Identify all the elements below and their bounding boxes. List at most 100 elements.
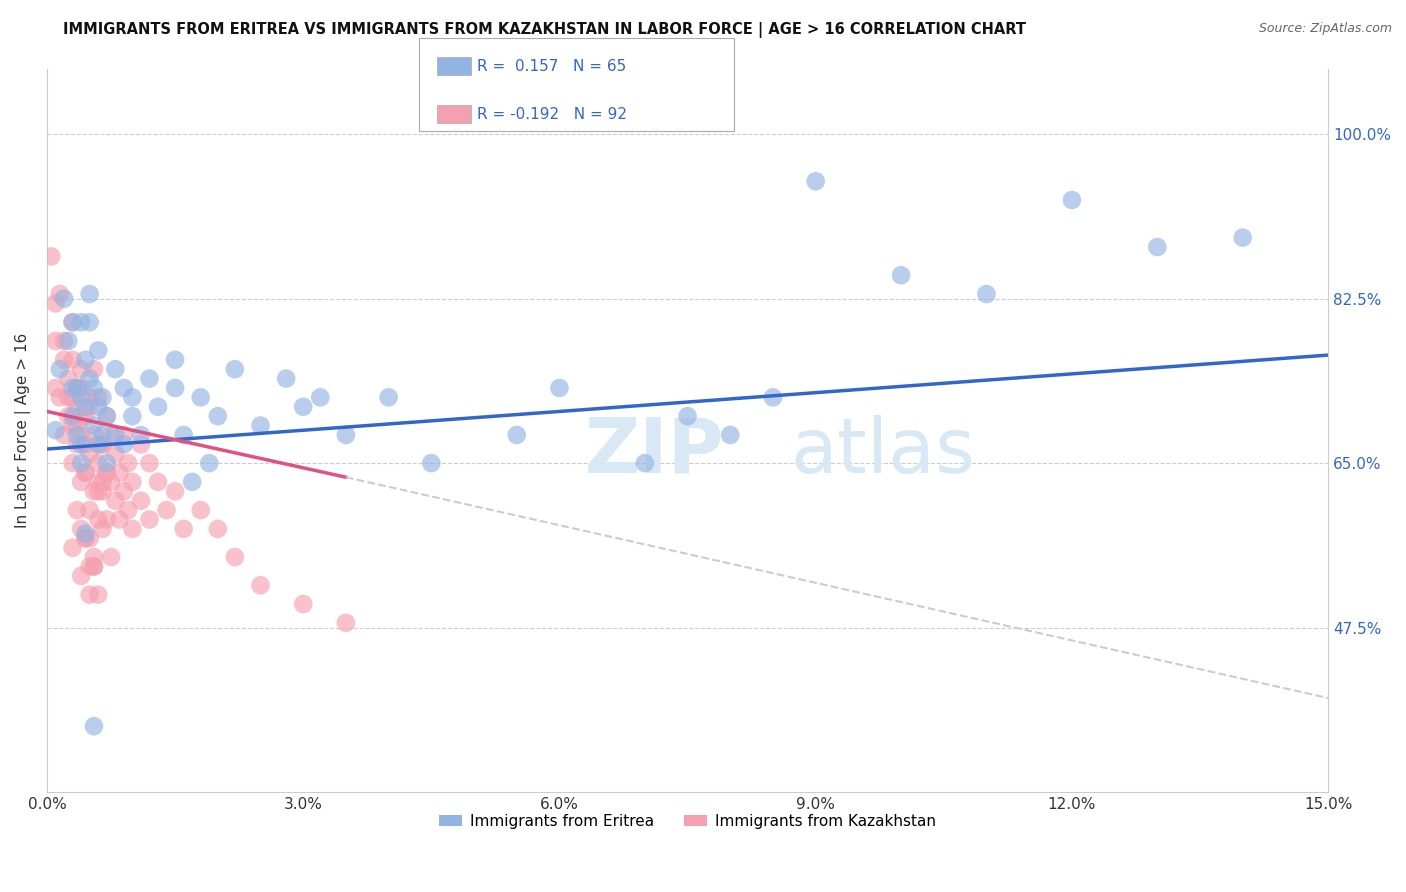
Point — [62, 409, 84, 424]
Point — [75, 531, 97, 545]
Point — [309, 390, 332, 404]
Point — [79, 315, 101, 329]
Point — [79, 371, 101, 385]
Point — [75, 466, 97, 480]
Point — [83, 559, 105, 574]
Point — [506, 428, 529, 442]
Point — [190, 390, 212, 404]
Point — [676, 409, 699, 424]
Point — [292, 400, 315, 414]
Point — [1232, 230, 1254, 244]
Point — [335, 615, 357, 630]
Text: atlas: atlas — [790, 415, 974, 489]
Point — [79, 390, 101, 404]
Point — [165, 381, 187, 395]
Point — [75, 437, 97, 451]
Point — [91, 484, 114, 499]
Point — [100, 475, 122, 489]
Point — [75, 409, 97, 424]
Legend: Immigrants from Eritrea, Immigrants from Kazakhstan: Immigrants from Eritrea, Immigrants from… — [433, 808, 942, 835]
Point — [70, 437, 93, 451]
Point — [112, 428, 135, 442]
Point — [146, 400, 169, 414]
Point — [49, 390, 72, 404]
Point — [66, 381, 89, 395]
Point — [117, 503, 139, 517]
Point — [96, 456, 118, 470]
Point — [39, 249, 62, 263]
Point — [66, 437, 89, 451]
Point — [87, 484, 110, 499]
Text: ZIP: ZIP — [585, 415, 724, 489]
Point — [1060, 193, 1083, 207]
Point — [173, 522, 195, 536]
Point — [49, 287, 72, 301]
Point — [129, 428, 152, 442]
Point — [87, 588, 110, 602]
Point — [117, 456, 139, 470]
Point — [276, 371, 298, 385]
Point — [762, 390, 785, 404]
Point — [79, 447, 101, 461]
Point — [207, 409, 229, 424]
Point — [112, 484, 135, 499]
Point — [87, 400, 110, 414]
Point — [44, 296, 66, 310]
Point — [58, 390, 80, 404]
Point — [890, 268, 912, 283]
Point — [75, 531, 97, 545]
Point — [58, 409, 80, 424]
Point — [173, 428, 195, 442]
Point — [100, 428, 122, 442]
Point — [58, 371, 80, 385]
Point — [70, 409, 93, 424]
Point — [75, 352, 97, 367]
Point — [138, 512, 160, 526]
Point — [83, 381, 105, 395]
Point — [91, 390, 114, 404]
Text: IMMIGRANTS FROM ERITREA VS IMMIGRANTS FROM KAZAKHSTAN IN LABOR FORCE | AGE > 16 : IMMIGRANTS FROM ERITREA VS IMMIGRANTS FR… — [63, 22, 1026, 38]
Point — [108, 466, 131, 480]
Point — [87, 456, 110, 470]
Point — [66, 381, 89, 395]
Point — [79, 559, 101, 574]
Point — [62, 381, 84, 395]
Point — [87, 512, 110, 526]
Point — [53, 292, 76, 306]
Point — [112, 381, 135, 395]
Point — [87, 475, 110, 489]
Point — [87, 437, 110, 451]
Point — [420, 456, 443, 470]
Point — [53, 428, 76, 442]
Point — [91, 437, 114, 451]
Point — [75, 466, 97, 480]
Point — [292, 597, 315, 611]
Point — [44, 381, 66, 395]
Y-axis label: In Labor Force | Age > 16: In Labor Force | Age > 16 — [15, 333, 31, 528]
Point — [104, 428, 127, 442]
Point — [224, 550, 246, 565]
Point — [198, 456, 221, 470]
Point — [62, 456, 84, 470]
Point — [121, 522, 143, 536]
Point — [79, 531, 101, 545]
Point — [62, 352, 84, 367]
Point — [121, 475, 143, 489]
Point — [79, 503, 101, 517]
Point — [66, 381, 89, 395]
Point — [70, 522, 93, 536]
Point — [66, 418, 89, 433]
Point — [96, 466, 118, 480]
Point — [548, 381, 571, 395]
Point — [718, 428, 741, 442]
Point — [190, 503, 212, 517]
Point — [91, 437, 114, 451]
Point — [129, 437, 152, 451]
Point — [58, 334, 80, 348]
Point — [377, 390, 399, 404]
Point — [112, 437, 135, 451]
Point — [129, 493, 152, 508]
Point — [44, 334, 66, 348]
Point — [91, 475, 114, 489]
Point — [70, 362, 93, 376]
